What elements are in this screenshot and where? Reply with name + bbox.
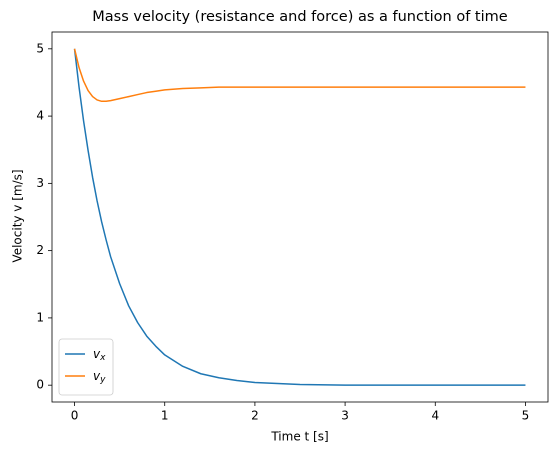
x-tick-label: 1	[161, 409, 169, 423]
y-tick-label: 3	[36, 176, 44, 190]
x-tick-label: 0	[71, 409, 79, 423]
x-tick-label: 5	[522, 409, 530, 423]
legend-box	[58, 338, 114, 396]
plot-frame	[51, 31, 549, 403]
legend-label: vx	[93, 347, 106, 363]
y-tick-label: 0	[36, 378, 44, 392]
y-tick-label: 4	[36, 109, 44, 123]
y-tick-label: 5	[36, 41, 44, 55]
legend-label: vy	[93, 369, 106, 385]
y-axis-label: Velocity v [m/s]	[11, 169, 25, 262]
line-series	[73, 48, 526, 103]
chart-title: Mass velocity (resistance and force) as …	[92, 9, 507, 25]
x-axis-label: Time t [s]	[270, 430, 328, 444]
y-tick-label: 2	[36, 243, 44, 257]
x-tick-label: 3	[341, 409, 349, 423]
line-series	[73, 48, 526, 386]
x-tick-label: 4	[431, 409, 439, 423]
x-tick-label: 2	[251, 409, 259, 423]
y-tick-label: 1	[36, 310, 44, 324]
